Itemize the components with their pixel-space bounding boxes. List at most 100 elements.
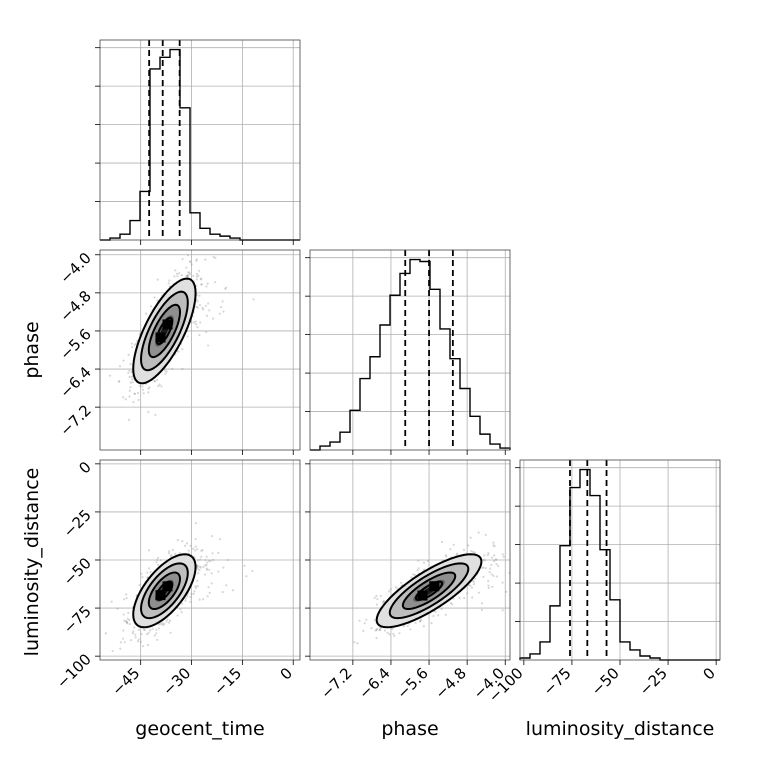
sample-point (362, 629, 365, 632)
sample-point (196, 567, 199, 570)
grid (310, 250, 510, 450)
sample-point (111, 649, 114, 653)
sample-point (104, 632, 107, 635)
sample-point (198, 598, 201, 601)
sample-point (205, 567, 208, 570)
sample-point (148, 386, 151, 389)
sample-point (156, 299, 159, 302)
sample-point (591, 556, 593, 558)
sample-point (154, 413, 157, 416)
panel-frame (99, 39, 301, 241)
sample-point (157, 384, 160, 388)
sample-point (437, 614, 440, 617)
y-tick-label: −75 (60, 602, 95, 637)
sample-point (122, 613, 125, 616)
sample-point (186, 335, 189, 338)
sample-point (382, 600, 385, 603)
sample-point (196, 579, 199, 582)
joint-content (353, 531, 593, 645)
sample-point (198, 565, 201, 568)
sample-point (389, 588, 392, 591)
sample-point (151, 627, 154, 630)
sample-point (483, 559, 487, 562)
sample-point (168, 279, 171, 282)
sample-point (195, 272, 198, 276)
sample-point (137, 628, 140, 632)
sample-point (202, 565, 205, 568)
sample-point (194, 545, 197, 548)
sample-point (213, 226, 215, 228)
sample-point (199, 277, 203, 280)
sample-point (410, 576, 413, 579)
sample-point (473, 551, 476, 554)
sample-point (209, 560, 212, 563)
sample-point (133, 392, 136, 395)
y-tick-label: −7.2 (56, 401, 94, 439)
histogram-panel-phase (305, 249, 511, 455)
sample-point (127, 418, 131, 421)
sample-point (199, 246, 201, 248)
sample-point (200, 278, 203, 281)
joint-content (104, 522, 254, 653)
sample-point (163, 622, 166, 626)
sample-point (119, 647, 122, 650)
sample-point (169, 631, 172, 634)
sample-point (511, 607, 513, 609)
sample-point (374, 629, 377, 632)
sample-point (221, 590, 224, 594)
sample-point (373, 596, 376, 600)
sample-point (219, 538, 222, 541)
x-tick-label: −50 (588, 664, 623, 699)
sample-point (181, 540, 184, 543)
sample-point (184, 544, 187, 547)
sample-point (117, 380, 121, 383)
sample-point (202, 598, 205, 601)
sample-point (198, 303, 202, 307)
sample-point (482, 566, 485, 569)
sample-point (130, 375, 133, 378)
sample-point (456, 552, 459, 555)
contour-line (155, 580, 174, 601)
sample-point (207, 302, 210, 305)
sample-point (194, 537, 197, 541)
sample-point (378, 628, 381, 632)
sample-point (159, 622, 162, 626)
sample-point (365, 618, 368, 621)
sample-point (386, 631, 389, 634)
sample-point (128, 369, 131, 372)
sample-point (193, 590, 196, 593)
sample-point (128, 389, 131, 392)
sample-point (486, 553, 489, 557)
sample-point (149, 629, 152, 632)
y-tick-label: −4.0 (56, 249, 94, 287)
sample-point (419, 618, 423, 622)
contour-line (414, 580, 444, 601)
sample-point (201, 549, 204, 552)
sample-point (210, 582, 213, 585)
sample-point (231, 589, 235, 592)
sample-point (492, 554, 496, 557)
sample-point (133, 626, 136, 629)
sample-point (184, 599, 187, 602)
sample-point (169, 619, 172, 622)
sample-point (480, 608, 483, 612)
sample-point (382, 599, 386, 602)
sample-point (224, 287, 227, 290)
sample-point (226, 558, 229, 562)
sample-point (488, 570, 491, 574)
sample-point (208, 568, 211, 571)
sample-point (137, 638, 140, 641)
sample-point (520, 551, 522, 553)
sample-point (176, 614, 179, 617)
sample-point (127, 611, 130, 615)
contour-line (375, 553, 483, 629)
sample-point (144, 312, 148, 315)
sample-point (138, 583, 141, 587)
sample-point (185, 266, 188, 269)
sample-point (157, 623, 161, 626)
sample-point (194, 320, 197, 323)
sample-point (189, 595, 192, 599)
sample-point (181, 257, 184, 261)
sample-point (245, 575, 248, 578)
sample-point (186, 254, 190, 257)
